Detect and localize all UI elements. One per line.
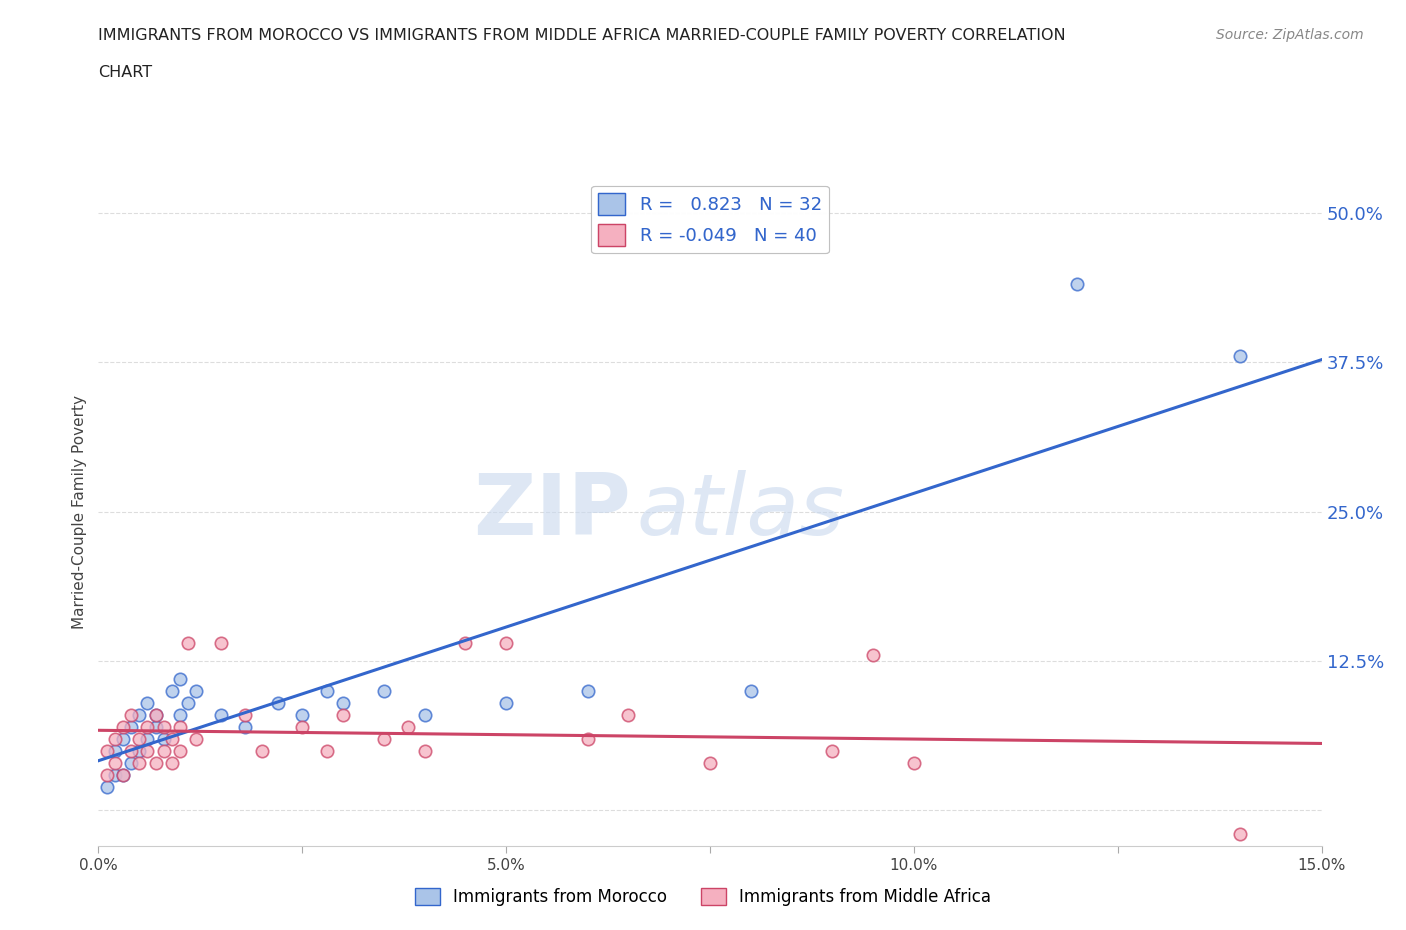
Point [120,755,142,770]
Point [136,696,159,711]
Point [267,696,290,711]
Text: ZIP: ZIP [472,470,630,553]
Point [145,708,167,723]
Point [186,731,208,746]
Point [576,684,599,698]
Point [177,635,200,650]
Point [315,743,337,758]
Point [160,684,183,698]
Point [96,743,118,758]
Legend: Immigrants from Morocco, Immigrants from Middle Africa: Immigrants from Morocco, Immigrants from… [408,881,998,912]
Point [145,708,167,723]
Point [576,731,599,746]
Point [186,684,208,698]
Point [128,708,150,723]
Point [111,719,134,734]
Point [96,779,118,794]
Point [332,708,354,723]
Point [413,743,436,758]
Point [291,708,314,723]
Point [160,755,183,770]
Point [903,755,925,770]
Point [250,743,273,758]
Point [120,708,142,723]
Point [1229,349,1251,364]
Text: atlas: atlas [637,470,845,553]
Point [136,743,159,758]
Text: IMMIGRANTS FROM MOROCCO VS IMMIGRANTS FROM MIDDLE AFRICA MARRIED-COUPLE FAMILY P: IMMIGRANTS FROM MOROCCO VS IMMIGRANTS FR… [98,28,1066,43]
Point [152,731,174,746]
Point [233,719,256,734]
Point [291,719,314,734]
Point [413,708,436,723]
Point [104,743,127,758]
Point [740,684,762,698]
Point [177,696,200,711]
Point [136,731,159,746]
Point [373,684,395,698]
Point [128,755,150,770]
Y-axis label: Married-Couple Family Poverty: Married-Couple Family Poverty [72,394,87,629]
Point [495,635,517,650]
Point [152,719,174,734]
Point [120,719,142,734]
Point [160,731,183,746]
Point [169,708,191,723]
Point [169,719,191,734]
Text: CHART: CHART [98,65,152,80]
Point [96,767,118,782]
Text: Source: ZipAtlas.com: Source: ZipAtlas.com [1216,28,1364,42]
Legend: R =   0.823   N = 32, R = -0.049   N = 40: R = 0.823 N = 32, R = -0.049 N = 40 [591,186,830,253]
Point [821,743,844,758]
Point [617,708,640,723]
Point [136,719,159,734]
Point [104,767,127,782]
Point [699,755,721,770]
Point [111,767,134,782]
Point [332,696,354,711]
Point [120,743,142,758]
Point [128,743,150,758]
Point [315,684,337,698]
Point [396,719,419,734]
Point [373,731,395,746]
Point [111,731,134,746]
Point [169,743,191,758]
Point [495,696,517,711]
Point [111,767,134,782]
Point [454,635,477,650]
Point [1229,827,1251,842]
Point [104,755,127,770]
Point [169,671,191,686]
Point [104,731,127,746]
Point [1066,277,1088,292]
Point [209,708,232,723]
Point [145,719,167,734]
Point [209,635,232,650]
Point [152,743,174,758]
Point [128,731,150,746]
Point [233,708,256,723]
Point [862,647,884,662]
Point [145,755,167,770]
